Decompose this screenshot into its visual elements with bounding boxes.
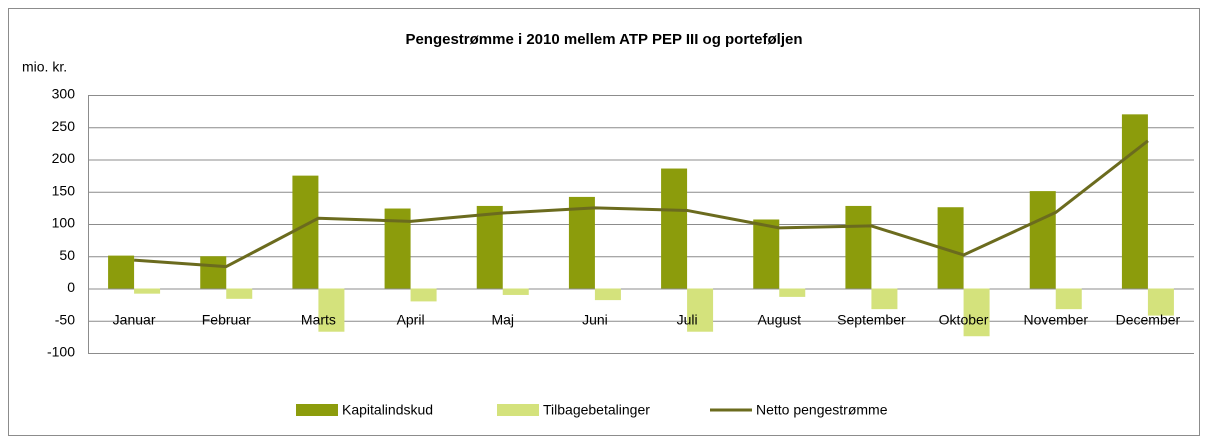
legend-key <box>296 404 338 416</box>
bar <box>687 288 714 332</box>
chart-border <box>8 8 1200 436</box>
bar <box>318 288 345 332</box>
x-tick-label: August <box>757 312 801 328</box>
bar <box>476 205 503 289</box>
y-tick-label: 50 <box>59 247 75 263</box>
x-tick-label: September <box>837 312 906 328</box>
bar <box>779 288 806 297</box>
x-tick-label: Januar <box>113 312 156 328</box>
x-tick-label: December <box>1116 312 1181 328</box>
bar <box>594 288 621 301</box>
y-tick-label: -100 <box>47 344 75 360</box>
x-tick-label: November <box>1023 312 1088 328</box>
bar <box>502 288 529 295</box>
x-tick-label: Maj <box>491 312 514 328</box>
bar <box>1029 191 1056 289</box>
legend-label: Tilbagebetalinger <box>543 402 650 418</box>
chart-title: Pengestrømme i 2010 mellem ATP PEP III o… <box>405 31 802 48</box>
line <box>133 139 1149 269</box>
x-tick-label: Februar <box>202 312 251 328</box>
bar <box>963 288 990 337</box>
legend-key <box>497 404 539 416</box>
x-tick-label: Juli <box>677 312 698 328</box>
y-tick-label: 250 <box>52 118 76 134</box>
bar <box>292 175 319 289</box>
bar <box>661 168 688 289</box>
bar <box>226 288 253 299</box>
y-tick-label: 100 <box>52 215 76 231</box>
y-tick-label: 150 <box>52 182 76 198</box>
bar <box>845 205 872 289</box>
bar <box>410 288 437 302</box>
x-tick-label: Juni <box>582 312 608 328</box>
x-tick-label: Oktober <box>939 312 989 328</box>
y-tick-label: 300 <box>52 86 76 102</box>
legend-label: Netto pengestrømme <box>756 402 888 418</box>
bar <box>1147 288 1174 316</box>
x-tick-label: Marts <box>301 312 336 328</box>
bar <box>568 196 595 289</box>
y-tick-label: 0 <box>67 279 75 295</box>
bar <box>1055 288 1082 310</box>
bar <box>753 219 780 289</box>
y-tick-label: -50 <box>55 311 75 327</box>
legend-label: Kapitalindskud <box>342 402 433 418</box>
bar <box>871 288 898 310</box>
bar <box>108 255 135 289</box>
x-tick-label: April <box>397 312 425 328</box>
bar <box>134 288 161 294</box>
bar <box>200 256 227 289</box>
y-axis-label: mio. kr. <box>22 59 67 75</box>
bar <box>1121 114 1148 289</box>
y-tick-label: 200 <box>52 150 76 166</box>
